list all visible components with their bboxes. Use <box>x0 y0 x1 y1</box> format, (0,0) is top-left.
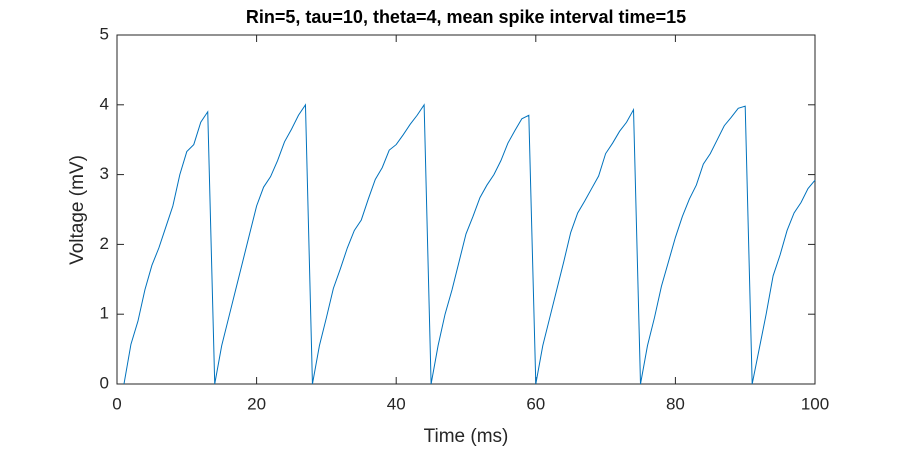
x-tick-label: 40 <box>387 394 406 413</box>
x-tick-label: 80 <box>666 394 685 413</box>
plot-box <box>116 34 816 385</box>
x-axis-label: Time (ms) <box>424 426 509 447</box>
x-tick-label: 0 <box>112 394 121 413</box>
y-axis-label: Voltage (mV) <box>67 155 88 265</box>
y-tick-label: 1 <box>100 304 109 323</box>
x-tick-label: 100 <box>801 394 829 413</box>
y-tick-label: 3 <box>100 164 109 183</box>
data-line <box>123 103 816 385</box>
x-tick-label: 60 <box>526 394 545 413</box>
y-tick-label: 4 <box>100 94 109 113</box>
y-tick-label: 0 <box>100 373 109 392</box>
y-tick-label: 5 <box>100 24 109 43</box>
x-tick-label: 20 <box>247 394 266 413</box>
y-tick-label: 2 <box>100 234 109 253</box>
chart-title: Rin=5, tau=10, theta=4, mean spike inter… <box>246 7 686 27</box>
